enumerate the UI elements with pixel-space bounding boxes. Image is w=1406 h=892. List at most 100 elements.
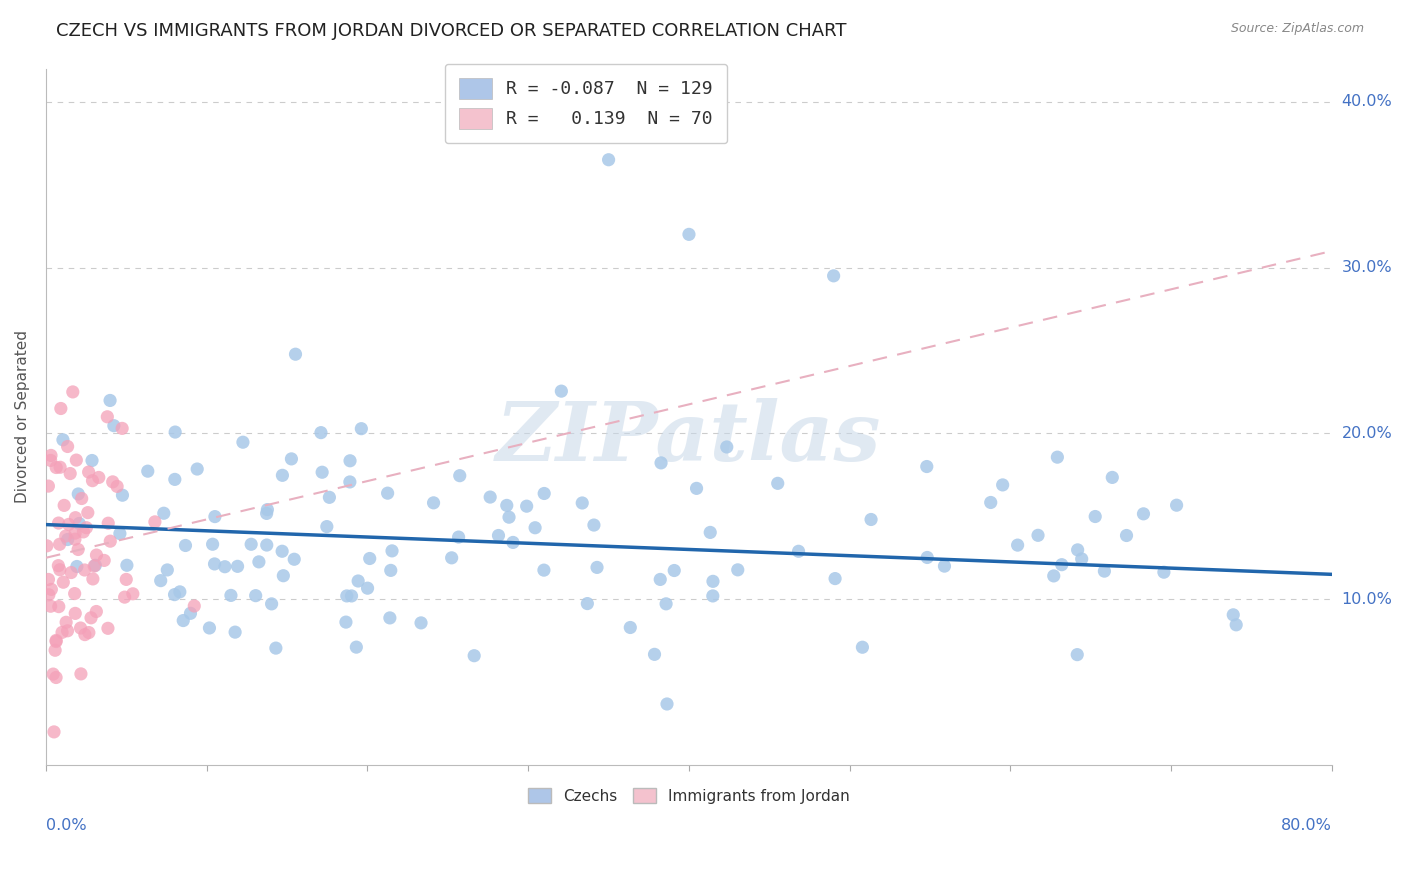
Point [49, 563, 72, 577]
Point [378, 611, 401, 625]
Point [1166, 498, 1188, 512]
Point [582, 518, 605, 533]
Point [204, 509, 226, 524]
Point [39, 453, 62, 467]
Point [463, 648, 485, 663]
Point [58, 517, 80, 532]
Point [65, 607, 87, 621]
Point [114, 590, 136, 604]
Point [77, 625, 100, 640]
Point [37, 573, 59, 587]
Point [86, 548, 108, 562]
Point [73, 563, 96, 577]
Point [179, 607, 201, 621]
Point [103, 418, 125, 433]
Point [52, 575, 75, 590]
Point [678, 227, 700, 242]
Point [727, 563, 749, 577]
Point [63, 526, 86, 541]
Point [77, 465, 100, 479]
Point [115, 573, 138, 587]
Point [65, 453, 87, 467]
Point [245, 589, 267, 603]
Point [39, 449, 62, 463]
Point [121, 587, 143, 601]
Point [685, 482, 707, 496]
Point [67, 487, 90, 501]
Point [45, 634, 67, 648]
Point [247, 555, 270, 569]
Point [169, 585, 191, 599]
Point [240, 537, 263, 551]
Point [576, 597, 599, 611]
Point [644, 648, 666, 662]
Point [143, 515, 166, 529]
Point [335, 615, 357, 629]
Point [1042, 569, 1064, 583]
Point [699, 525, 721, 540]
Point [340, 589, 363, 603]
Point [256, 502, 278, 516]
Point [824, 572, 846, 586]
Point [650, 456, 672, 470]
Point [41, 582, 63, 597]
Point [66, 559, 89, 574]
Point [1132, 507, 1154, 521]
Point [256, 507, 278, 521]
Point [915, 459, 938, 474]
Point [271, 468, 294, 483]
Point [165, 425, 187, 439]
Point [48, 516, 70, 530]
Point [1225, 617, 1247, 632]
Point [59, 467, 82, 481]
Point [67, 516, 90, 531]
Point [105, 479, 128, 493]
Point [479, 490, 502, 504]
Point [356, 581, 378, 595]
Point [45, 460, 67, 475]
Point [97, 516, 120, 531]
Point [280, 451, 302, 466]
Point [48, 599, 70, 614]
Point [655, 697, 678, 711]
Point [98, 393, 121, 408]
Point [1050, 558, 1073, 572]
Point [214, 559, 236, 574]
Point [655, 597, 678, 611]
Point [1026, 528, 1049, 542]
Point [347, 574, 370, 588]
Point [172, 614, 194, 628]
Point [63, 532, 86, 546]
Point [108, 526, 131, 541]
Point [409, 615, 432, 630]
Point [339, 475, 361, 489]
Point [311, 465, 333, 479]
Point [502, 535, 524, 549]
Point [65, 510, 87, 524]
Point [48, 558, 70, 573]
Point [377, 486, 399, 500]
Point [440, 550, 463, 565]
Point [69, 621, 91, 635]
Point [56, 440, 79, 454]
Point [524, 521, 547, 535]
Point [1092, 564, 1115, 578]
Point [1066, 648, 1088, 662]
Point [851, 640, 873, 655]
Point [42, 725, 65, 739]
Point [45, 633, 67, 648]
Point [186, 462, 208, 476]
Point [787, 544, 810, 558]
Point [232, 435, 254, 450]
Point [1066, 542, 1088, 557]
Text: 30.0%: 30.0% [1341, 260, 1392, 275]
Point [62, 384, 84, 399]
Point [174, 539, 197, 553]
Point [619, 620, 641, 634]
Point [650, 573, 672, 587]
Point [149, 574, 172, 588]
Point [198, 621, 221, 635]
Text: 80.0%: 80.0% [1281, 818, 1331, 833]
Point [56, 624, 79, 638]
Point [550, 384, 572, 399]
